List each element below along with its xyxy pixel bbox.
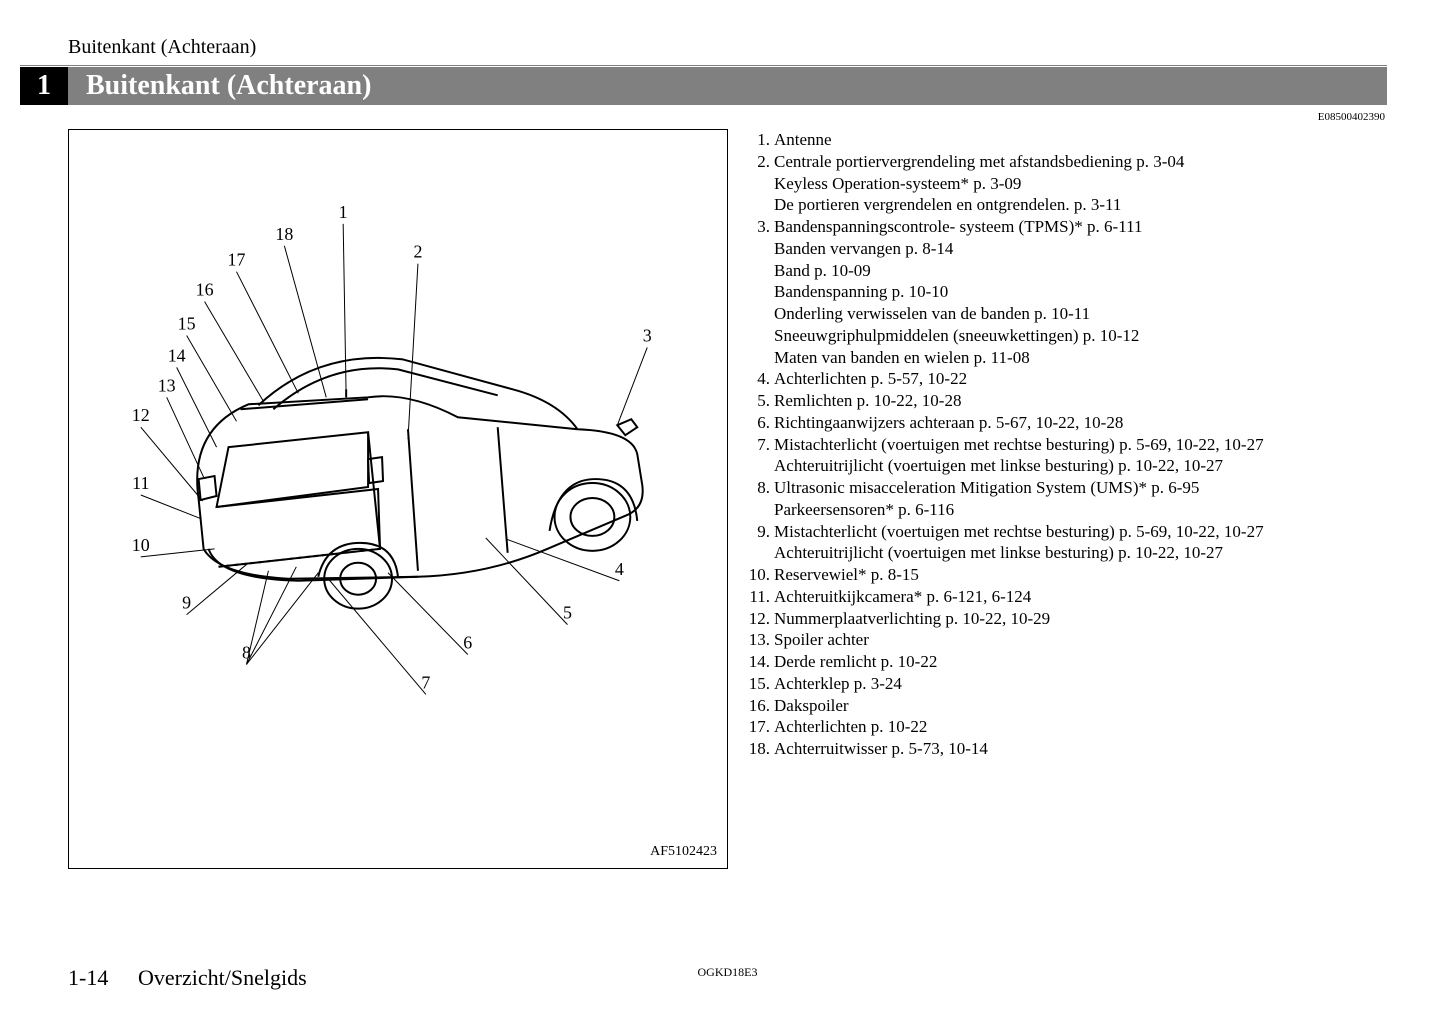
figure-caption: AF5102423: [650, 844, 717, 860]
svg-text:11: 11: [132, 473, 149, 493]
legend-item: 3.Bandenspanningscontrole- systeem (TPMS…: [746, 216, 1387, 238]
document-id: E08500402390: [20, 111, 1387, 123]
legend-subitem: Bandenspanning p. 10-10: [746, 281, 1387, 303]
legend-item: 15.Achterklep p. 3-24: [746, 673, 1387, 695]
legend-item: 18.Achterruitwisser p. 5-73, 10-14: [746, 738, 1387, 760]
header-rule: [20, 65, 1387, 66]
vehicle-diagram: 123456789101112131415161718 AF5102423: [68, 129, 728, 869]
legend-item: 2.Centrale portiervergrendeling met afst…: [746, 151, 1387, 173]
svg-text:16: 16: [196, 280, 214, 300]
legend: 1.Antenne2.Centrale portiervergrendeling…: [746, 129, 1387, 869]
legend-subitem: Onderling verwisselen van de banden p. 1…: [746, 303, 1387, 325]
legend-item: 16.Dakspoiler: [746, 695, 1387, 717]
section-name: Overzicht/Snelgids: [138, 965, 307, 991]
page-footer: 1-14 Overzicht/Snelgids OGKD18E3: [68, 965, 1387, 991]
svg-text:10: 10: [132, 535, 150, 555]
svg-text:15: 15: [178, 314, 196, 334]
legend-subitem: Band p. 10-09: [746, 260, 1387, 282]
legend-item: 13.Spoiler achter: [746, 629, 1387, 651]
svg-text:18: 18: [275, 224, 293, 244]
legend-item: 14.Derde remlicht p. 10-22: [746, 651, 1387, 673]
svg-text:2: 2: [413, 242, 422, 262]
svg-text:9: 9: [182, 593, 191, 613]
svg-text:14: 14: [168, 345, 186, 365]
legend-item: 8.Ultrasonic misacceleration Mitigation …: [746, 477, 1387, 499]
running-header: Buitenkant (Achteraan): [20, 36, 1387, 59]
legend-subitem: Keyless Operation-systeem* p. 3-09: [746, 173, 1387, 195]
legend-subitem: Sneeuwgriphulpmiddelen (sneeuwkettingen)…: [746, 325, 1387, 347]
legend-subitem: Banden vervangen p. 8-14: [746, 238, 1387, 260]
svg-text:6: 6: [463, 633, 472, 653]
legend-subitem: Maten van banden en wielen p. 11-08: [746, 347, 1387, 369]
legend-item: 12.Nummerplaatverlichting p. 10-22, 10-2…: [746, 608, 1387, 630]
svg-text:8: 8: [242, 643, 251, 663]
chapter-tab: 1: [20, 67, 68, 105]
legend-item: 11.Achteruitkijkcamera* p. 6-121, 6-124: [746, 586, 1387, 608]
legend-item: 5.Remlichten p. 10-22, 10-28: [746, 390, 1387, 412]
legend-subitem: Achteruitrijlicht (voertuigen met linkse…: [746, 542, 1387, 564]
legend-subitem: Parkeersensoren* p. 6-116: [746, 499, 1387, 521]
legend-subitem: De portieren vergrendelen en ontgrendele…: [746, 194, 1387, 216]
legend-item: 10.Reservewiel* p. 8-15: [746, 564, 1387, 586]
book-id: OGKD18E3: [698, 965, 758, 980]
svg-text:12: 12: [132, 405, 150, 425]
legend-subitem: Achteruitrijlicht (voertuigen met linkse…: [746, 455, 1387, 477]
svg-text:4: 4: [615, 559, 624, 579]
legend-item: 9.Mistachterlicht (voertuigen met rechts…: [746, 521, 1387, 543]
legend-item: 7.Mistachterlicht (voertuigen met rechts…: [746, 434, 1387, 456]
svg-text:5: 5: [563, 603, 572, 623]
svg-text:7: 7: [421, 672, 430, 692]
svg-text:13: 13: [158, 375, 176, 395]
legend-item: 1.Antenne: [746, 129, 1387, 151]
svg-text:3: 3: [643, 325, 652, 345]
legend-item: 17.Achterlichten p. 10-22: [746, 716, 1387, 738]
chapter-title: Buitenkant (Achteraan): [68, 67, 1387, 105]
svg-text:1: 1: [339, 202, 348, 222]
legend-item: 4.Achterlichten p. 5-57, 10-22: [746, 368, 1387, 390]
legend-item: 6.Richtingaanwijzers achteraan p. 5-67, …: [746, 412, 1387, 434]
svg-text:17: 17: [228, 250, 246, 270]
page-number: 1-14: [68, 965, 108, 991]
